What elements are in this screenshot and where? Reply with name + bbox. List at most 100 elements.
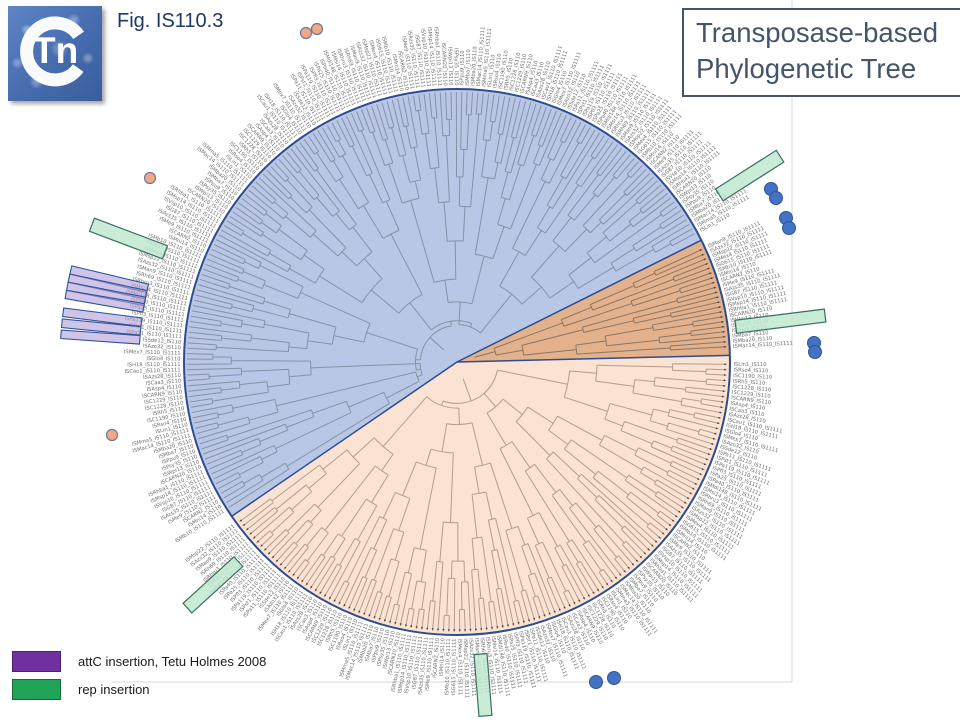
rep-insertion-bar	[714, 149, 785, 202]
leaf-label: ISRhba1_IS110_IS1111	[433, 27, 443, 87]
leaf-label: ISPsy35_IS110	[453, 48, 459, 86]
leaf-label: ISMba20_IS110	[470, 46, 478, 86]
leaf-label: ISAsp4_IS110	[730, 401, 766, 412]
leaf-tick-dots-dark-orange	[699, 249, 726, 348]
sector-dark-orange	[457, 240, 730, 362]
leaf-label: ISC1228_IS110	[145, 400, 184, 412]
title-line-2: Phylogenetic Tree	[696, 53, 917, 85]
leaf-label: ISPa11_IS110_IS1111	[126, 329, 182, 340]
rep-insertion-bar	[473, 652, 493, 718]
leaf-label: ISC1228_IS110	[732, 384, 771, 393]
ring-and-boundaries	[183, 88, 731, 636]
leaf-label: ISCARN9_IS110	[731, 395, 772, 406]
branches-blue	[187, 91, 695, 508]
leaf-label: ISLin1_IS110	[733, 362, 766, 368]
leaf-label: ISCau1_IS110_IS1111	[124, 367, 180, 375]
outer-ring	[183, 88, 731, 636]
sector-blue	[184, 89, 702, 517]
leaf-label: ISCARN2_IS110	[432, 638, 441, 678]
blue-marker-dot	[607, 671, 621, 685]
leaf-label: ISMb10_IS110_IS1111	[444, 638, 452, 695]
leaf-label: ISAzo32_IS110	[142, 343, 181, 351]
leaf-label: ISMsp22_IS110_IS1111	[462, 638, 470, 698]
orange-marker-dot	[143, 171, 157, 185]
attc-insertion-bar	[61, 307, 143, 328]
leaf-label: ISMac14_IS110_IS1111	[476, 26, 487, 86]
marker-dots-orange	[105, 22, 324, 442]
leaf-label: ISC1229_IS110	[731, 390, 770, 400]
leaf-label: ISMac14_IS110_IS1111	[733, 341, 793, 350]
rep-insertion-bar	[88, 217, 169, 260]
title-box: Transposase-based Phylogenetic Tree	[682, 8, 960, 97]
legend-item-rep: rep insertion	[12, 679, 266, 700]
leaf-label: ISMe9_IS110_IS1111	[425, 637, 436, 691]
blue-marker-dot	[808, 345, 822, 359]
attc-insertion-bar	[60, 329, 141, 345]
attc-insertion-bar	[64, 289, 146, 313]
rep-insertion-label: rep insertion	[78, 682, 150, 697]
legend-item-attc: attC insertion, Tetu Holmes 2008	[12, 651, 266, 672]
leaf-label: ISVsp10_IS110_IS1111	[419, 28, 431, 87]
orange-marker-dot	[105, 428, 119, 442]
leaf-label: ISCaa3_IS110	[729, 406, 765, 418]
logo-c-icon	[20, 16, 84, 87]
orange-marker-dot	[310, 22, 324, 36]
highlight-purple-bars	[60, 265, 150, 345]
figure-number-label: Fig. IS110.3	[117, 10, 224, 32]
leaf-label: ISMma5_IS110_IS1111	[481, 28, 493, 87]
sector-light-orange	[231, 355, 731, 636]
leaf-label: ISPst1_IS110_IS1111	[128, 323, 182, 335]
frame-lines	[112, 0, 793, 683]
logo-tn-text: Tn	[33, 30, 79, 71]
leaf-labels: ISMb10_IS110_IS1111ISMni14_IS110ISCARN2_…	[124, 26, 793, 698]
tn-registry-logo: Tn	[8, 6, 102, 101]
rep-insertion-bar	[734, 308, 827, 334]
marker-dots-blue	[589, 182, 822, 689]
leaf-tick-dots-light-orange	[240, 363, 726, 631]
leaf-label: ISSde12_IS110	[143, 337, 182, 346]
leaf-label: ISH18_IS110_IS1111	[127, 362, 180, 368]
leaf-label: ISWpi13_IS110	[446, 47, 453, 86]
leaf-label: ISC1229_IS110	[144, 395, 183, 406]
leaf-label: ISAzs32_IS110_IS1111	[467, 638, 476, 697]
leaf-label: ISRso4_IS110	[733, 367, 768, 374]
legend: attC insertion, Tetu Holmes 2008 rep ins…	[12, 651, 266, 707]
leaf-label: ISMba20_IS110	[733, 336, 773, 345]
blue-marker-dot	[589, 675, 603, 689]
leaf-label: ISAzs28_IS110	[143, 373, 181, 381]
sector-boundary	[231, 361, 458, 517]
leaf-label: ISMni14_IS110	[439, 638, 447, 676]
leaf-label: ISMba7_IS110	[465, 49, 472, 86]
orange-marker-dot	[299, 26, 313, 40]
leaf-label: ISAsp4_IS110	[146, 384, 181, 393]
attc-insertion-bar	[60, 318, 142, 336]
leaf-label: ISMsp14_IS110_IS1111	[426, 27, 437, 87]
highlight-green-bars	[88, 149, 827, 718]
leaf-label: ISCARN9_IS110	[142, 389, 183, 399]
leaf-label: ISPpu9_IS110	[459, 50, 466, 85]
leaf-label: ISC1190_IS110	[733, 373, 772, 381]
tree-sectors	[184, 89, 731, 636]
attc-insertion-label: attC insertion, Tetu Holmes 2008	[78, 654, 267, 669]
leaf-label: ISLin1_IS110	[487, 54, 497, 88]
attc-insertion-swatch	[12, 651, 61, 672]
blue-marker-dot	[769, 191, 783, 205]
blue-marker-dot	[782, 221, 796, 235]
sector-boundary	[456, 354, 730, 363]
leaf-label: ISGlo4_IS110	[146, 356, 180, 362]
branches-dark-orange	[474, 248, 727, 358]
leaf-label: ISG615_IS110_IS1111	[451, 638, 458, 695]
rep-insertion-swatch	[12, 679, 61, 700]
tree-branches	[187, 91, 727, 632]
leaf-label: ISMba7_IS110	[732, 330, 769, 339]
leaf-label: ISCARN20_IS110	[440, 42, 448, 86]
leaf-label: ISRh5_IS110	[503, 58, 515, 91]
rep-insertion-bar	[182, 555, 244, 614]
leaf-label: ISMex4_IS110_IS1111	[456, 638, 463, 695]
title-line-1: Transposase-based	[696, 17, 939, 48]
leaf-label: ISRh5_IS110	[733, 379, 766, 387]
leaf-label: ISMex7_IS110_IS1111	[124, 349, 181, 357]
